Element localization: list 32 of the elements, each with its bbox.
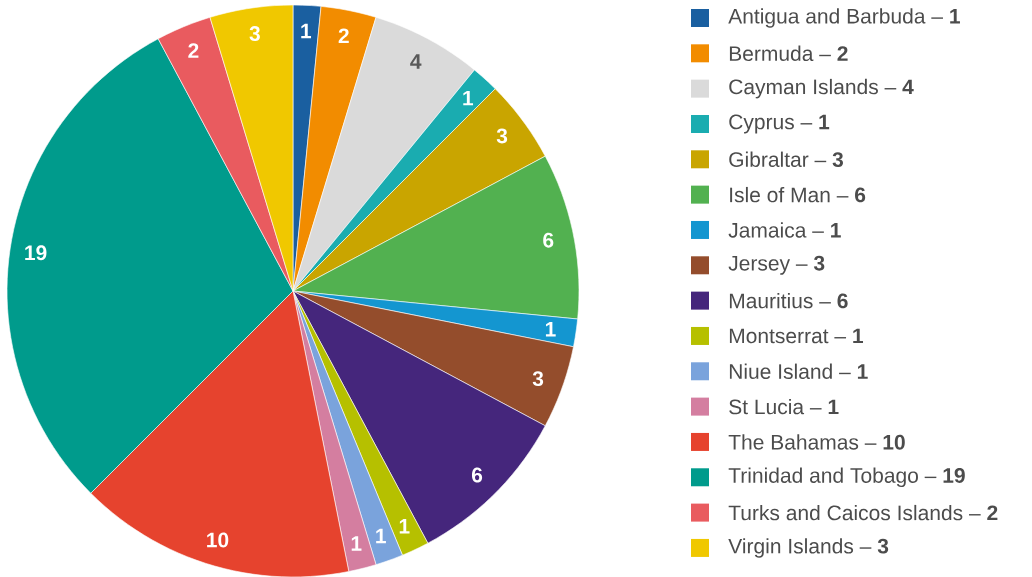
legend-label: Trinidad and Tobago – 19: [728, 467, 965, 488]
legend-label: The Bahamas – 10: [728, 434, 905, 450]
legend-label: Montserrat – 1: [729, 328, 864, 344]
legend-label: Niue Island – 1: [729, 363, 868, 379]
legend-label: Bermuda – 2: [729, 45, 848, 62]
data-label: 1: [376, 528, 386, 544]
legend-label: Jamaica – 1: [728, 222, 841, 238]
data-label: 19: [25, 245, 47, 261]
data-label: 6: [543, 232, 554, 248]
legend-label: Mauritius – 6: [729, 292, 848, 309]
legend-label: Turks and Caicos Islands – 2: [728, 504, 998, 521]
data-label: 3: [249, 26, 260, 41]
legend-label: Gibraltar – 3: [729, 151, 843, 168]
legend-label: Virgin Islands – 3: [728, 538, 889, 558]
data-label: 10: [207, 532, 229, 548]
data-label: 1: [301, 23, 312, 39]
data-label: 2: [338, 28, 349, 44]
data-label: 1: [351, 536, 362, 551]
data-label: 1: [463, 90, 474, 106]
data-label: 3: [496, 128, 508, 144]
data-label: 3: [532, 371, 544, 387]
data-label: 1: [399, 519, 410, 534]
legend-label: Cyprus – 1: [729, 114, 830, 134]
legend-label: Antigua and Barbuda – 1: [728, 8, 960, 28]
legend-label: St Lucia – 1: [729, 398, 839, 415]
data-label: 2: [188, 43, 199, 58]
legend-label: Jersey – 3: [728, 255, 825, 275]
legend-label: Cayman Islands – 4: [729, 78, 914, 99]
data-label: 1: [545, 321, 556, 337]
data-label: 4: [410, 54, 422, 69]
data-label: 6: [471, 467, 483, 483]
legend-label: Isle of Man – 6: [730, 186, 866, 203]
